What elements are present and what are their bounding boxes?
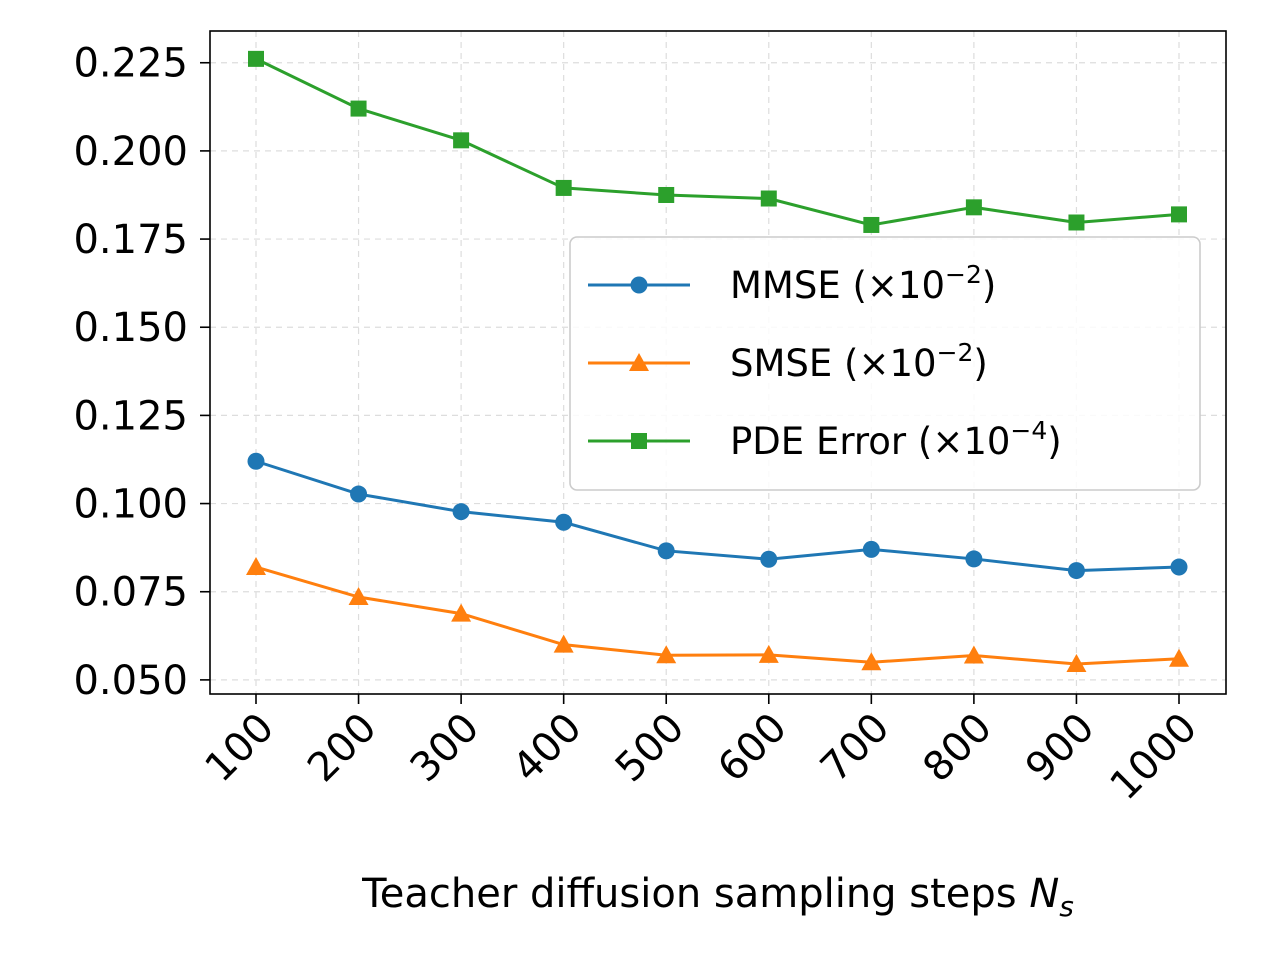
data-point — [555, 513, 573, 531]
x-tick-label: 100 — [197, 705, 284, 792]
data-point — [862, 540, 880, 558]
x-tick-label: 600 — [709, 705, 796, 792]
legend-label: MMSE (×10−2) — [730, 260, 996, 307]
plot-frame — [209, 30, 1227, 695]
legend-swatch-marker — [630, 276, 648, 294]
series-pde-error — [248, 50, 1187, 233]
legend-entry: SMSE (×10−2) — [588, 338, 988, 385]
series-line — [255, 565, 1180, 666]
data-point — [1171, 206, 1187, 223]
data-point — [760, 190, 777, 207]
data-point — [555, 179, 572, 196]
data-point — [1067, 562, 1085, 580]
y-axis: 0.050 0.075 0.100 0.125 0.150 0.175 0.200 0.225 — [73, 41, 210, 704]
y-tick-label: 0.200 — [73, 129, 188, 175]
data-point — [248, 50, 264, 67]
y-tick-label: 0.075 — [73, 570, 188, 616]
legend-entry: MMSE (×10−2) — [588, 260, 996, 307]
series-line — [255, 459, 1180, 573]
x-tick-label: 500 — [607, 705, 694, 792]
x-tick-label: 800 — [914, 705, 1001, 792]
x-tick-label: 1000 — [1102, 705, 1207, 810]
data-point — [1068, 214, 1085, 231]
y-tick-label: 0.050 — [73, 658, 188, 704]
data-point — [247, 452, 265, 470]
x-tick-label: 200 — [299, 705, 386, 792]
data-point — [760, 550, 778, 568]
data-point — [453, 132, 470, 149]
data-point — [758, 644, 779, 663]
y-tick-label: 0.100 — [73, 482, 188, 528]
data-point — [863, 216, 880, 233]
data-point — [348, 587, 369, 606]
series-layer — [246, 50, 1189, 673]
data-point — [657, 542, 675, 560]
data-point — [861, 652, 882, 671]
y-tick-label: 0.125 — [73, 393, 188, 439]
data-point — [658, 186, 675, 203]
data-point — [1169, 648, 1189, 667]
legend-swatch-marker — [631, 433, 647, 449]
legend-label: SMSE (×10−2) — [730, 338, 988, 385]
data-point — [963, 645, 984, 664]
x-tick-label: 300 — [402, 705, 489, 792]
y-tick-label: 0.175 — [73, 217, 188, 263]
series-line — [255, 57, 1180, 227]
data-point — [965, 550, 983, 568]
data-point — [452, 503, 470, 521]
x-tick-label: 400 — [504, 705, 591, 792]
data-point — [350, 485, 368, 503]
data-point — [350, 100, 367, 117]
legend: MMSE (×10−2) SMSE (×10−2) PDE Error (×10−4… — [569, 236, 1201, 491]
series-smse — [246, 557, 1189, 673]
legend-swatch-marker — [629, 353, 649, 371]
x-tick-label: 700 — [812, 705, 899, 792]
data-point — [965, 199, 982, 216]
legend-entry: PDE Error (×10−4) — [588, 416, 1062, 463]
x-tick-label: 900 — [1017, 705, 1104, 792]
legend-label: PDE Error (×10−4) — [730, 416, 1062, 463]
series-mmse — [247, 452, 1188, 580]
data-point — [656, 645, 677, 664]
legend-box — [569, 236, 1201, 491]
data-point — [1170, 558, 1188, 576]
y-tick-label: 0.225 — [73, 41, 188, 87]
data-point — [451, 603, 472, 622]
data-point — [246, 557, 266, 576]
y-tick-label: 0.150 — [73, 305, 188, 351]
data-point — [553, 634, 574, 653]
x-axis-label: Teacher diffusion sampling steps Ns — [361, 871, 1074, 923]
data-point — [1066, 654, 1087, 673]
